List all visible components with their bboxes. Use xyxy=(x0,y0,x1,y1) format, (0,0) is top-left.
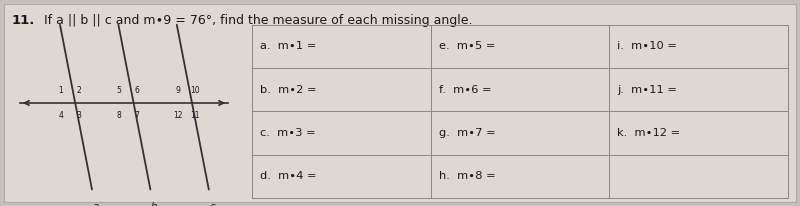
Text: 8: 8 xyxy=(117,111,122,120)
Text: g.  m∙7 =: g. m∙7 = xyxy=(438,128,495,138)
Bar xyxy=(252,154,430,198)
Text: 1: 1 xyxy=(58,86,63,95)
Text: d.  m∙4 =: d. m∙4 = xyxy=(260,171,317,181)
Text: 9: 9 xyxy=(175,86,180,95)
Text: i.  m∙10 =: i. m∙10 = xyxy=(618,41,678,51)
Bar xyxy=(252,25,430,68)
Text: 6: 6 xyxy=(134,86,139,95)
Bar xyxy=(610,154,788,198)
Text: b: b xyxy=(151,202,158,206)
Text: 2: 2 xyxy=(76,86,81,95)
Text: k.  m∙12 =: k. m∙12 = xyxy=(618,128,681,138)
Text: c: c xyxy=(210,202,216,206)
Text: b.  m∙2 =: b. m∙2 = xyxy=(260,85,317,95)
Text: If a || b || c and m∙9 = 76°, find the measure of each missing angle.: If a || b || c and m∙9 = 76°, find the m… xyxy=(44,14,473,27)
Bar xyxy=(610,68,788,111)
FancyBboxPatch shape xyxy=(4,4,796,202)
Bar xyxy=(430,68,610,111)
Text: 10: 10 xyxy=(190,86,200,95)
Text: j.  m∙11 =: j. m∙11 = xyxy=(618,85,678,95)
Text: a.  m∙1 =: a. m∙1 = xyxy=(260,41,316,51)
Text: c.  m∙3 =: c. m∙3 = xyxy=(260,128,316,138)
Text: h.  m∙8 =: h. m∙8 = xyxy=(438,171,495,181)
Bar xyxy=(610,111,788,154)
Bar xyxy=(430,111,610,154)
Bar xyxy=(430,25,610,68)
Text: 5: 5 xyxy=(117,86,122,95)
Text: f.  m∙6 =: f. m∙6 = xyxy=(438,85,491,95)
Text: 4: 4 xyxy=(58,111,63,120)
Text: 11.: 11. xyxy=(12,14,35,27)
Bar xyxy=(610,25,788,68)
Bar xyxy=(252,68,430,111)
Text: 12: 12 xyxy=(173,111,182,120)
Bar xyxy=(430,154,610,198)
Text: 7: 7 xyxy=(134,111,139,120)
Bar xyxy=(252,111,430,154)
Text: e.  m∙5 =: e. m∙5 = xyxy=(438,41,495,51)
Text: 11: 11 xyxy=(190,111,200,120)
Text: a: a xyxy=(93,202,99,206)
Text: 3: 3 xyxy=(76,111,81,120)
